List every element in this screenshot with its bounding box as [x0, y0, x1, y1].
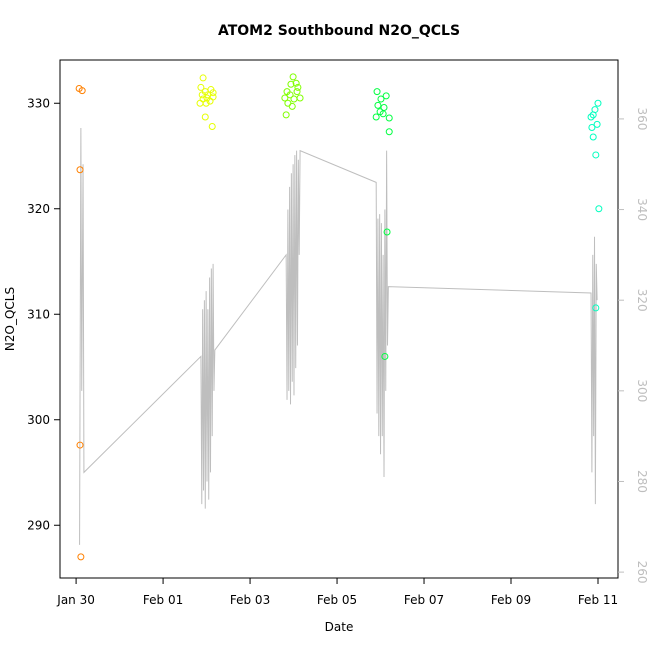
- x-tick-label: Feb 03: [230, 593, 270, 607]
- data-point: [385, 128, 393, 136]
- x-tick-label: Feb 09: [491, 593, 531, 607]
- plot-frame: [59, 59, 619, 579]
- data-point: [593, 120, 601, 128]
- y2-tick-label: 360: [635, 107, 649, 130]
- x-tick-label: Feb 01: [143, 593, 183, 607]
- x-tick-label: Feb 11: [578, 593, 618, 607]
- chart-title: ATOM2 Southbound N2O_QCLS: [218, 23, 460, 39]
- data-point: [197, 83, 205, 91]
- data-point: [77, 553, 85, 561]
- y-tick-label: 330: [27, 96, 50, 110]
- data-point: [201, 113, 209, 121]
- y-tick-label: 300: [27, 413, 50, 427]
- y-tick-label: 290: [27, 518, 50, 532]
- data-point: [78, 87, 86, 95]
- data-point: [379, 110, 387, 118]
- data-point: [592, 304, 600, 312]
- y-tick-label: 310: [27, 307, 50, 321]
- data-point: [196, 99, 204, 107]
- x-axis-label: Date: [325, 620, 354, 634]
- data-point: [76, 166, 84, 174]
- data-point: [287, 80, 295, 88]
- y-tick-label: 320: [27, 202, 50, 216]
- y2-tick-label: 280: [635, 470, 649, 493]
- data-point: [589, 111, 597, 119]
- data-point: [594, 99, 602, 107]
- data-point: [589, 133, 597, 141]
- data-point: [208, 122, 216, 130]
- data-point: [281, 94, 289, 102]
- data-point: [292, 79, 300, 87]
- x-tick-label: Feb 07: [404, 593, 444, 607]
- data-point: [209, 89, 217, 97]
- data-point: [595, 205, 603, 213]
- data-point: [282, 111, 290, 119]
- data-point: [286, 91, 294, 99]
- y2-tick-label: 320: [635, 289, 649, 312]
- data-point: [203, 94, 211, 102]
- data-point: [288, 102, 296, 110]
- y2-tick-label: 260: [635, 561, 649, 584]
- data-point: [198, 91, 206, 99]
- x-tick-label: Feb 05: [317, 593, 357, 607]
- data-point: [373, 88, 381, 96]
- data-point: [385, 114, 393, 122]
- y2-tick-label: 300: [635, 379, 649, 402]
- data-point: [372, 113, 380, 121]
- data-point: [199, 74, 207, 82]
- data-point: [592, 151, 600, 159]
- data-point: [76, 441, 84, 449]
- data-point: [296, 94, 304, 102]
- data-point: [381, 352, 389, 360]
- y2-tick-label: 340: [635, 198, 649, 221]
- y-axis-label: N2O_QCLS: [3, 287, 17, 351]
- data-point: [293, 88, 301, 96]
- data-point: [377, 95, 385, 103]
- data-point: [289, 73, 297, 81]
- data-point: [374, 101, 382, 109]
- data-point: [294, 83, 302, 91]
- x-tick-label: Jan 30: [56, 593, 95, 607]
- data-point: [588, 124, 596, 132]
- data-point: [383, 228, 391, 236]
- data-point: [587, 113, 595, 121]
- data-point: [382, 92, 390, 100]
- data-line: [79, 127, 598, 545]
